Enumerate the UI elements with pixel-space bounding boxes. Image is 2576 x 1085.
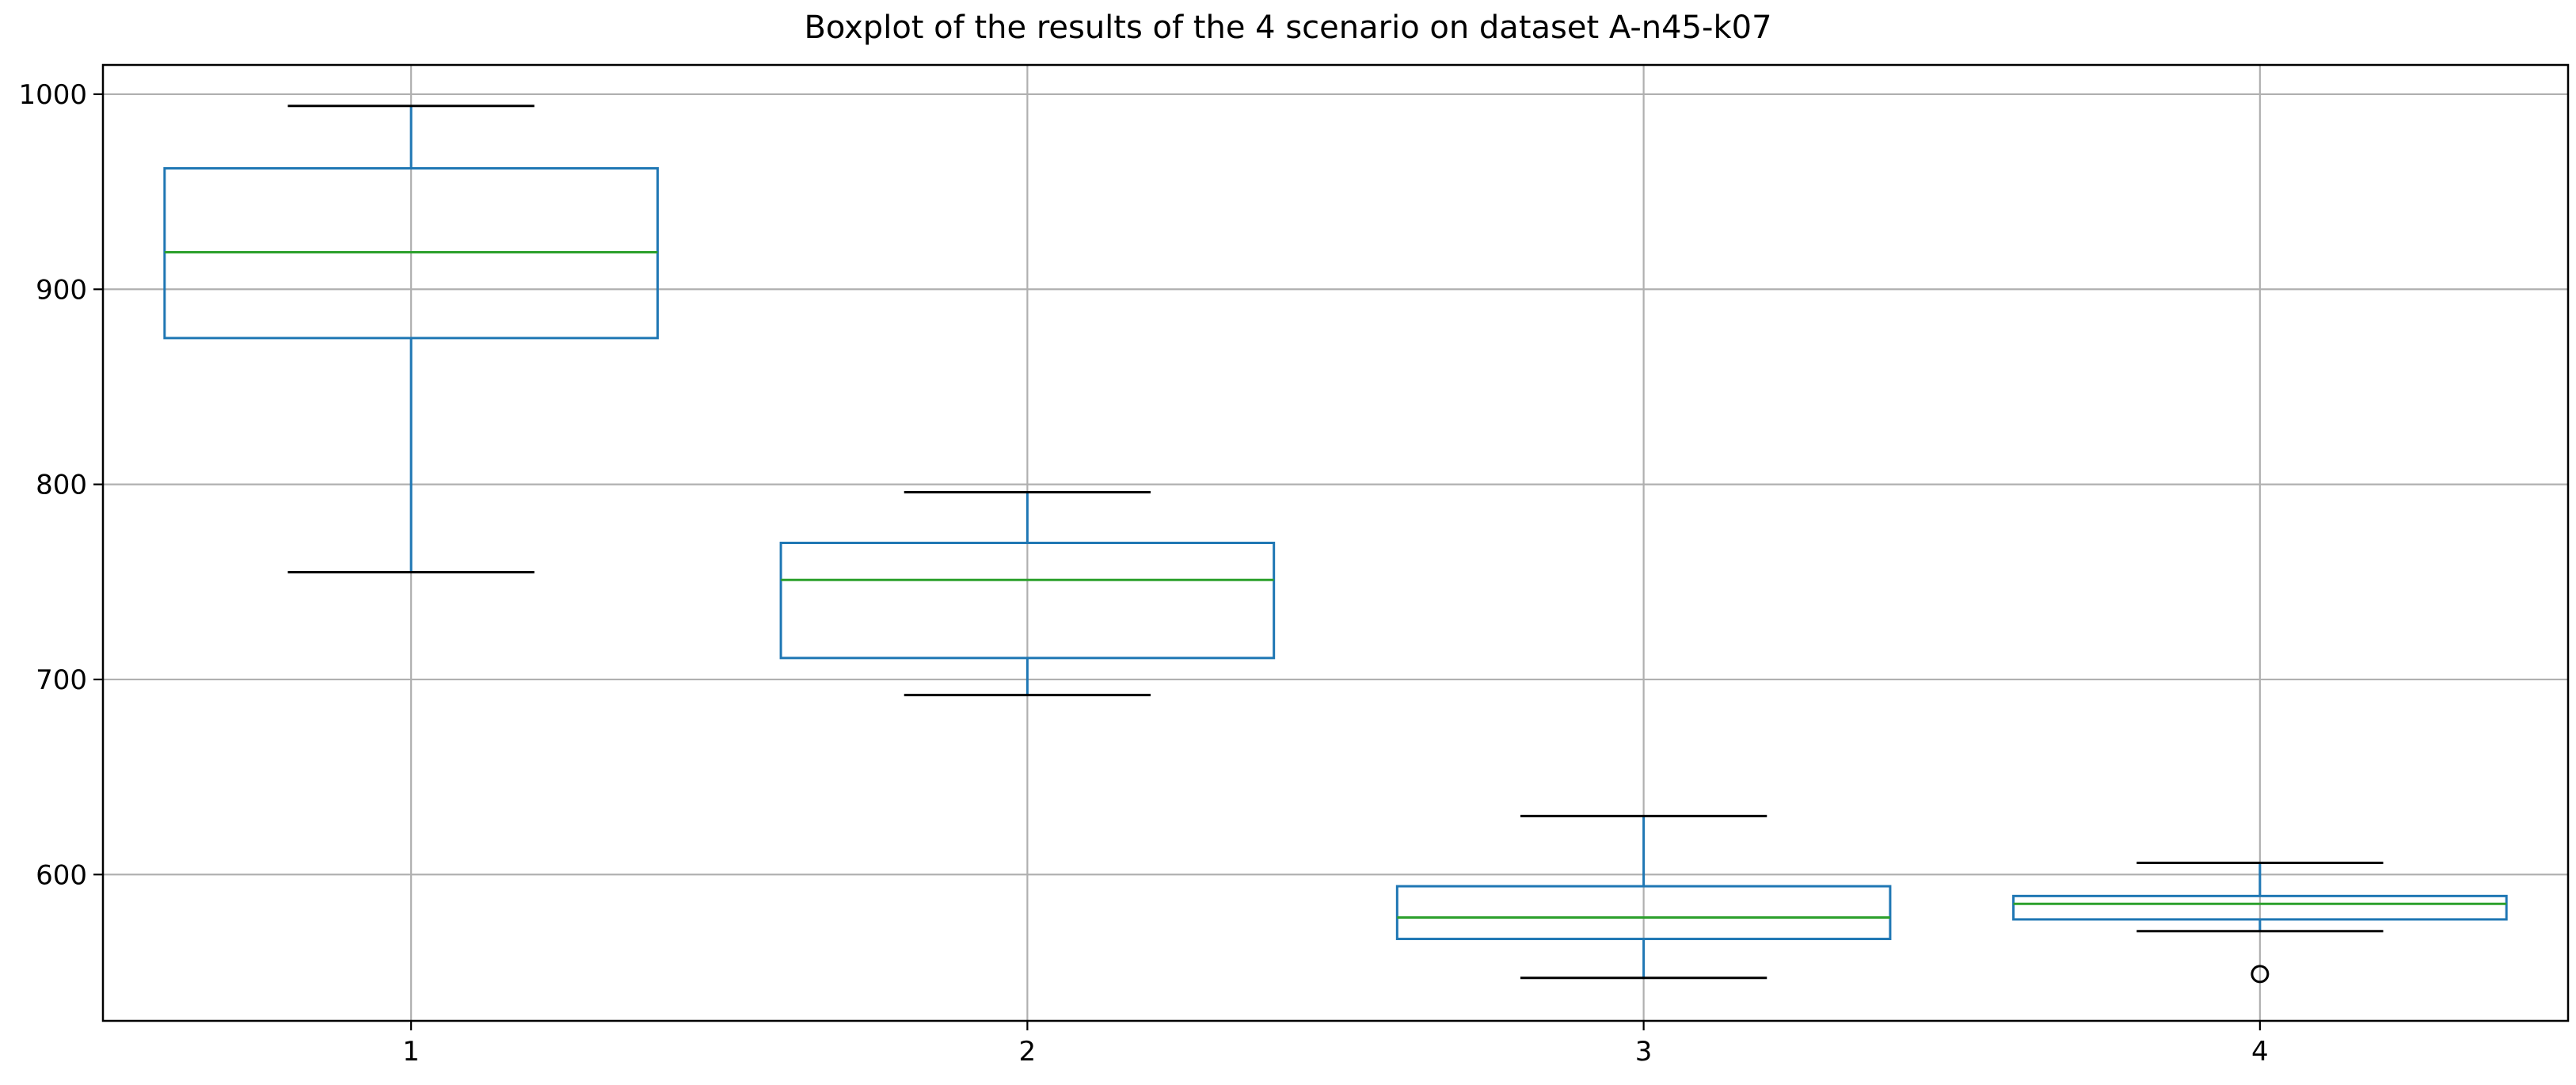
x-tick-label: 2 [1019, 1036, 1037, 1068]
grid-lines [103, 65, 2568, 1021]
x-tick-label: 1 [402, 1036, 420, 1068]
box-iqr [1395, 885, 1892, 941]
box-group-1 [163, 105, 659, 573]
y-tick-label: 1000 [18, 79, 87, 111]
x-tick-label: 3 [1635, 1036, 1653, 1068]
box-group-2 [779, 490, 1276, 697]
box-group-3 [1395, 814, 1892, 980]
y-tick-label: 800 [36, 470, 87, 501]
y-tick-label: 700 [36, 664, 87, 696]
y-tick-label: 900 [36, 274, 87, 306]
box-group-4 [2012, 861, 2508, 984]
chart-title: Boxplot of the results of the 4 scenario… [804, 10, 1772, 46]
box-iqr [779, 542, 1276, 660]
x-tick-label: 4 [2251, 1036, 2269, 1068]
axis-ticks: 600 700 800 900 1000 1 2 3 4 [18, 79, 2268, 1068]
box-iqr [2012, 894, 2508, 921]
boxes-layer [163, 105, 2508, 984]
outlier-point [2251, 965, 2270, 984]
y-tick-label: 600 [36, 859, 87, 891]
plot-area-frame [101, 63, 2570, 1022]
